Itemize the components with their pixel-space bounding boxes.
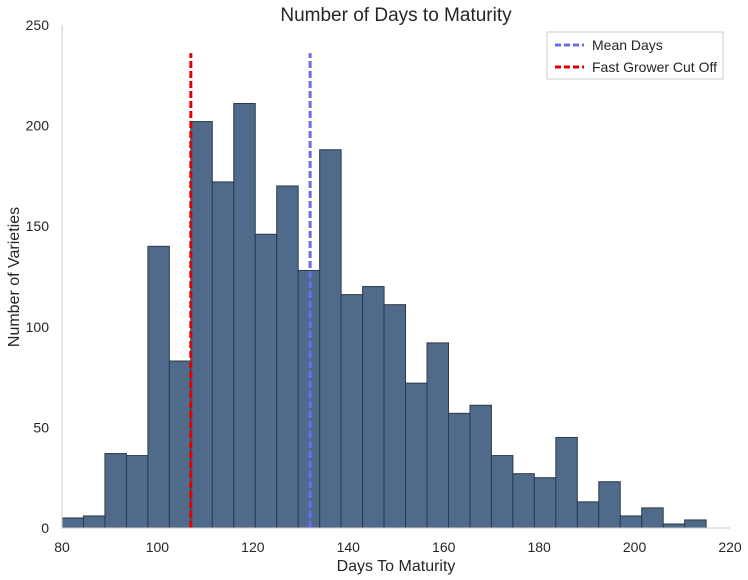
y-tick-label: 250 bbox=[26, 17, 50, 33]
y-tick-labels: 0 50 100 150 200 250 bbox=[26, 17, 50, 536]
y-tick-label: 150 bbox=[26, 218, 50, 234]
x-tick-label: 220 bbox=[718, 539, 742, 555]
legend-box bbox=[546, 31, 724, 80]
bar-25 bbox=[598, 481, 621, 529]
x-axis-label: Days To Maturity bbox=[337, 558, 456, 575]
bar-11 bbox=[297, 269, 321, 529]
bars-group bbox=[61, 102, 707, 529]
x-tick-label: 180 bbox=[527, 539, 551, 555]
legend-label-mean-days: Mean Days bbox=[592, 37, 663, 53]
bar-7 bbox=[211, 181, 235, 529]
bar-29 bbox=[684, 519, 707, 529]
bar-5 bbox=[168, 360, 192, 529]
bar-10 bbox=[276, 185, 299, 529]
bar-0 bbox=[61, 517, 84, 529]
bar-1 bbox=[82, 515, 106, 529]
bar-3 bbox=[125, 455, 149, 529]
bar-9 bbox=[254, 233, 278, 529]
bar-8 bbox=[233, 102, 256, 529]
bar-16 bbox=[405, 382, 428, 529]
bar-27 bbox=[641, 507, 664, 529]
bar-21 bbox=[512, 473, 535, 529]
x-tick-label: 140 bbox=[337, 539, 361, 555]
bar-22 bbox=[533, 477, 557, 529]
x-tick-label: 100 bbox=[146, 539, 170, 555]
chart-title: Number of Days to Maturity bbox=[280, 5, 512, 26]
bar-23 bbox=[555, 436, 578, 529]
bar-6 bbox=[190, 121, 213, 529]
legend-label-fast-grower-cut-off: Fast Grower Cut Off bbox=[592, 59, 717, 75]
x-tick-label: 80 bbox=[54, 539, 70, 555]
bar-20 bbox=[490, 455, 514, 529]
bar-17 bbox=[426, 342, 449, 529]
x-tick-labels: 80 100 120 140 160 180 200 220 bbox=[54, 539, 742, 555]
y-tick-label: 50 bbox=[33, 419, 49, 435]
bar-18 bbox=[447, 412, 471, 529]
bar-13 bbox=[340, 294, 364, 529]
bar-19 bbox=[469, 404, 492, 529]
bar-12 bbox=[319, 149, 342, 529]
bar-15 bbox=[383, 304, 407, 529]
y-tick-label: 200 bbox=[26, 118, 50, 134]
reference-lines bbox=[189, 53, 312, 528]
bar-26 bbox=[619, 515, 643, 529]
x-tick-label: 160 bbox=[432, 539, 456, 555]
legend: Mean Days Fast Grower Cut Off bbox=[546, 31, 724, 80]
bar-2 bbox=[104, 453, 127, 529]
y-axis-label: Number of Varieties bbox=[6, 207, 23, 347]
x-tick-label: 120 bbox=[241, 539, 265, 555]
y-tick-label: 0 bbox=[41, 520, 49, 536]
bar-28 bbox=[662, 523, 686, 529]
bar-4 bbox=[147, 245, 170, 529]
bar-14 bbox=[362, 286, 385, 529]
x-tick-label: 200 bbox=[623, 539, 647, 555]
y-tick-label: 100 bbox=[26, 319, 50, 335]
bar-24 bbox=[576, 501, 600, 529]
